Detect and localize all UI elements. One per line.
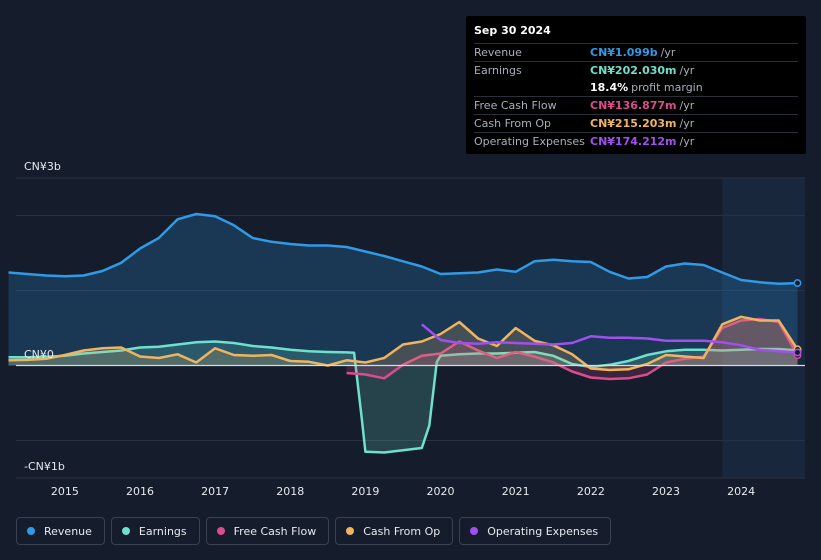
x-tick-label: 2018 [276, 485, 305, 498]
legend-dot-icon [470, 527, 479, 535]
legend-dot-icon [121, 527, 130, 535]
series-line-operating-expenses [420, 323, 798, 354]
y-axis-label-top: CN¥3b [24, 160, 61, 173]
x-tick-label: 2024 [727, 485, 756, 498]
x-tick-label: 2019 [351, 485, 380, 498]
tooltip-unit: /yr [679, 64, 695, 77]
series-line-earnings [8, 340, 798, 454]
series-line-free-cash-flow [346, 317, 799, 381]
legend-label: Revenue [44, 524, 92, 538]
tooltip-row-free-cash-flow: Free Cash Flow CN¥136.877m /yr [474, 96, 798, 114]
legend-label: Cash From Op [363, 524, 441, 538]
series-line-revenue [8, 212, 798, 286]
tooltip-row-revenue: Revenue CN¥1.099b /yr [474, 43, 798, 61]
legend-item-earnings[interactable]: Earnings [110, 517, 200, 545]
series-area-earnings [8, 341, 798, 453]
legend-dot-icon [346, 527, 355, 535]
tooltip-unit: /yr [679, 99, 695, 112]
series-area-free-cash-flow [346, 319, 798, 379]
series-end-marker-revenue [793, 279, 802, 288]
tooltip-label: Cash From Op [474, 117, 552, 130]
x-tick-label: 2021 [501, 485, 530, 498]
tooltip-date: Sep 30 2024 [474, 24, 551, 37]
x-tick-label: 2016 [125, 485, 154, 498]
tooltip-row-cash-from-op: Cash From Op CN¥215.203m /yr [474, 114, 798, 132]
x-tick-label: 2022 [576, 485, 605, 498]
tooltip-unit: /yr [660, 46, 676, 59]
legend-item-cash-from-op[interactable]: Cash From Op [335, 517, 454, 545]
legend-item-free-cash-flow[interactable]: Free Cash Flow [205, 517, 330, 545]
tooltip-row-operating-expenses: Operating Expenses CN¥174.212m /yr [474, 132, 798, 150]
x-tick-label: 2017 [201, 485, 230, 498]
y-axis-label-bottom: -CN¥1b [24, 460, 65, 473]
x-tick-label: 2023 [651, 485, 680, 498]
tooltip-row-profit-margin: 18.4% profit margin [474, 79, 798, 96]
tooltip-value: 18.4% [590, 81, 629, 94]
tooltip-value: CN¥1.099b [590, 46, 658, 59]
series-area-revenue [8, 214, 798, 366]
legend-item-operating-expenses[interactable]: Operating Expenses [459, 517, 612, 545]
legend-label: Operating Expenses [487, 524, 599, 538]
tooltip-row-earnings: Earnings CN¥202.030m /yr [474, 61, 798, 79]
tooltip-value: CN¥215.203m [590, 117, 677, 130]
tooltip-label: Operating Expenses [474, 135, 585, 148]
tooltip-label: Free Cash Flow [474, 99, 557, 112]
data-tooltip: Sep 30 2024 Revenue CN¥1.099b /yr Earnin… [466, 16, 806, 154]
series-line-cash-from-op [8, 315, 799, 372]
tooltip-value: CN¥202.030m [590, 64, 677, 77]
tooltip-unit: profit margin [631, 81, 703, 94]
tooltip-value: CN¥174.212m [590, 135, 677, 148]
past-year-highlight [722, 178, 805, 478]
legend-item-revenue[interactable]: Revenue [16, 517, 105, 545]
x-tick-label: 2015 [50, 485, 79, 498]
series-end-marker-operating-expenses [793, 348, 802, 357]
tooltip-label: Earnings [474, 64, 522, 77]
legend-dot-icon [216, 527, 225, 535]
tooltip-unit: /yr [679, 135, 695, 148]
chart-legend: Revenue Earnings Free Cash Flow Cash Fro… [16, 517, 612, 545]
legend-label: Free Cash Flow [233, 524, 317, 538]
legend-dot-icon [27, 527, 35, 535]
tooltip-label: Revenue [474, 46, 522, 59]
y-axis-label-zero: CN¥0 [24, 348, 54, 361]
legend-label: Earnings [138, 524, 187, 538]
x-tick-label: 2020 [426, 485, 455, 498]
tooltip-unit: /yr [679, 117, 695, 130]
tooltip-value: CN¥136.877m [590, 99, 677, 112]
